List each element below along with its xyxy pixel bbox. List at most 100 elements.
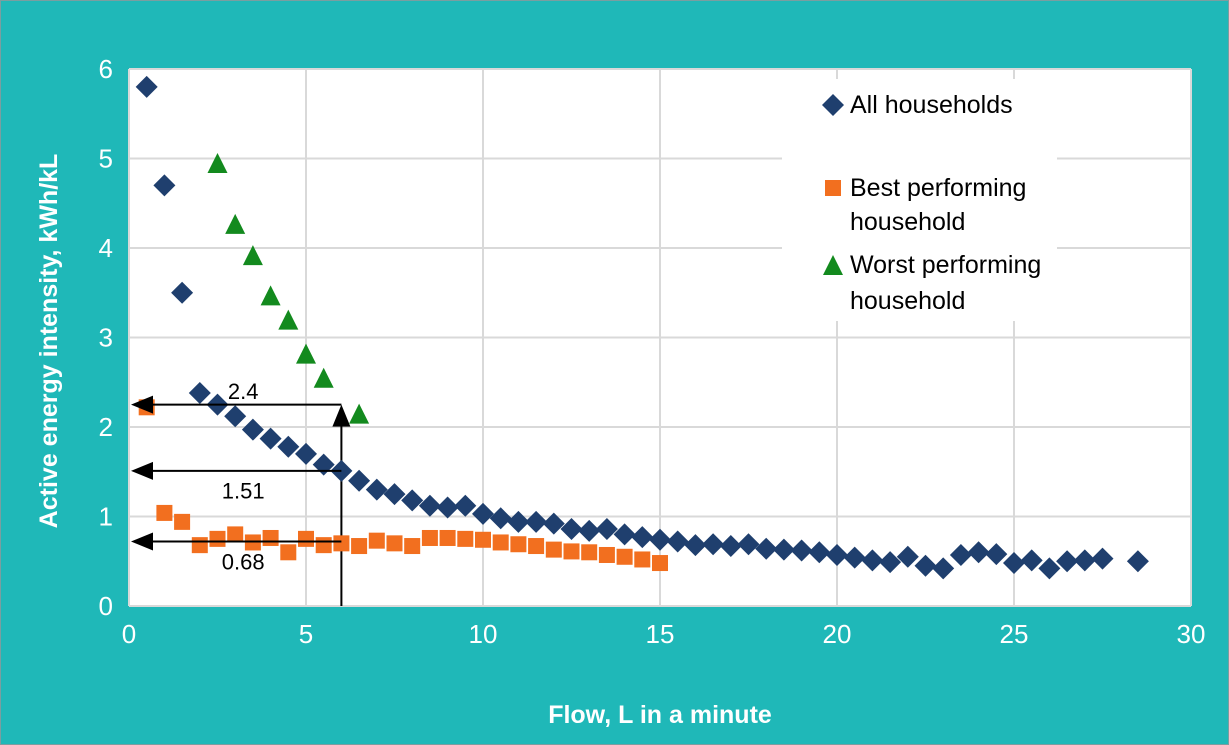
legend-marker (823, 255, 843, 275)
x-tick-label: 5 (299, 619, 313, 649)
legend-marker (822, 94, 844, 116)
best-household-point (262, 529, 279, 546)
x-tick-label: 0 (122, 619, 136, 649)
all-households-point (967, 541, 990, 564)
all-households-point (525, 510, 548, 533)
best-household-point (404, 538, 421, 555)
all-households-point (737, 533, 760, 556)
best-household-point (652, 555, 668, 572)
all-households-point (1038, 557, 1061, 580)
annotation-label: 1.51 (222, 479, 265, 504)
legend-marker (825, 180, 841, 196)
best-household-point (581, 544, 598, 561)
all-households-point (153, 174, 176, 197)
legend-entry-label: Best performing (850, 174, 1026, 202)
reference-arrowhead (332, 404, 351, 427)
all-households-point (224, 405, 247, 428)
legend-box (782, 79, 1057, 321)
all-households-point (843, 546, 866, 569)
y-axis-title: Active energy intensity, kWh/kL (35, 154, 63, 529)
all-households-point (472, 502, 494, 525)
all-households-point (808, 541, 831, 564)
all-households-point (595, 518, 618, 541)
legend-entry-label: household (850, 287, 965, 315)
best-household-point (156, 504, 173, 521)
all-households-point (578, 519, 601, 542)
all-households-point (171, 281, 194, 304)
best-household-point (280, 544, 297, 561)
all-households-point (365, 478, 388, 501)
x-tick-label: 15 (646, 619, 675, 649)
legend: All households Best performing household Wo… (782, 79, 1057, 321)
all-households-point (259, 427, 282, 450)
best-household-point (351, 538, 368, 555)
best-household-point (616, 548, 633, 565)
all-households-point (241, 418, 264, 441)
annotation-label: 0.68 (222, 549, 265, 574)
all-households-point (542, 512, 565, 535)
all-households-point (985, 543, 1008, 566)
legend-entry-label: All households (850, 91, 1013, 119)
best-household-point (598, 546, 615, 563)
y-tick-label: 3 (99, 323, 113, 353)
all-households-point (790, 539, 813, 562)
x-axis-title: Flow, L in a minute (548, 701, 772, 729)
all-households-point (1003, 552, 1025, 575)
all-households-point (1073, 549, 1096, 572)
x-axis-ticks: 0 5 10 15 20 25 30 (122, 619, 1206, 649)
all-households-point (879, 551, 902, 574)
annotation-arrowhead (131, 461, 153, 480)
best-household-point (386, 535, 403, 552)
best-household-point (439, 529, 456, 546)
all-households-point (188, 381, 211, 404)
worst-household-point (207, 152, 228, 173)
x-tick-label: 30 (1177, 619, 1206, 649)
all-households-point (135, 75, 158, 98)
worst-household-point (242, 245, 263, 266)
y-axis-ticks: 0 1 2 3 4 5 6 (99, 54, 113, 621)
best-household-point (298, 530, 314, 547)
all-households-point (684, 534, 707, 557)
best-household-point (315, 537, 332, 554)
best-household-point (227, 526, 244, 543)
all-households-point (560, 518, 583, 541)
annotation-arrowhead (131, 395, 153, 414)
y-tick-label: 6 (99, 54, 113, 84)
all-households-point (755, 537, 778, 560)
best-household-point (545, 541, 562, 558)
reference-line-group (332, 404, 351, 606)
worst-household-point (313, 367, 334, 388)
annotation-arrows: 2.4 1.51 0.68 (131, 379, 342, 574)
y-tick-label: 0 (99, 591, 113, 621)
all-households-point (1056, 550, 1079, 573)
y-tick-label: 1 (99, 502, 113, 532)
all-households-point (861, 549, 884, 572)
all-households-point (418, 494, 441, 517)
worst-household-point (225, 213, 246, 234)
all-households-point (932, 557, 955, 580)
all-households-point (772, 538, 795, 561)
all-households-point (649, 528, 671, 551)
best-household-point (209, 530, 226, 547)
annotation-label: 2.4 (228, 379, 259, 404)
all-households-point (1091, 547, 1114, 570)
y-tick-label: 2 (99, 412, 113, 442)
all-households-point (613, 523, 636, 546)
all-households-point (914, 554, 937, 577)
all-households-point (666, 530, 689, 553)
best-household-point (457, 530, 474, 547)
best-household-point (174, 513, 191, 530)
best-household-point (191, 537, 208, 554)
best-household-point (492, 534, 509, 551)
x-tick-label: 10 (469, 619, 498, 649)
worst-household-point (296, 343, 316, 364)
legend-entry-label: household (850, 208, 965, 236)
worst-household-point (349, 403, 370, 424)
all-households-point (631, 526, 654, 549)
worst-household-point (260, 285, 281, 306)
best-household-point (634, 551, 651, 568)
y-tick-label: 4 (99, 233, 113, 263)
all-households-point (507, 510, 530, 533)
